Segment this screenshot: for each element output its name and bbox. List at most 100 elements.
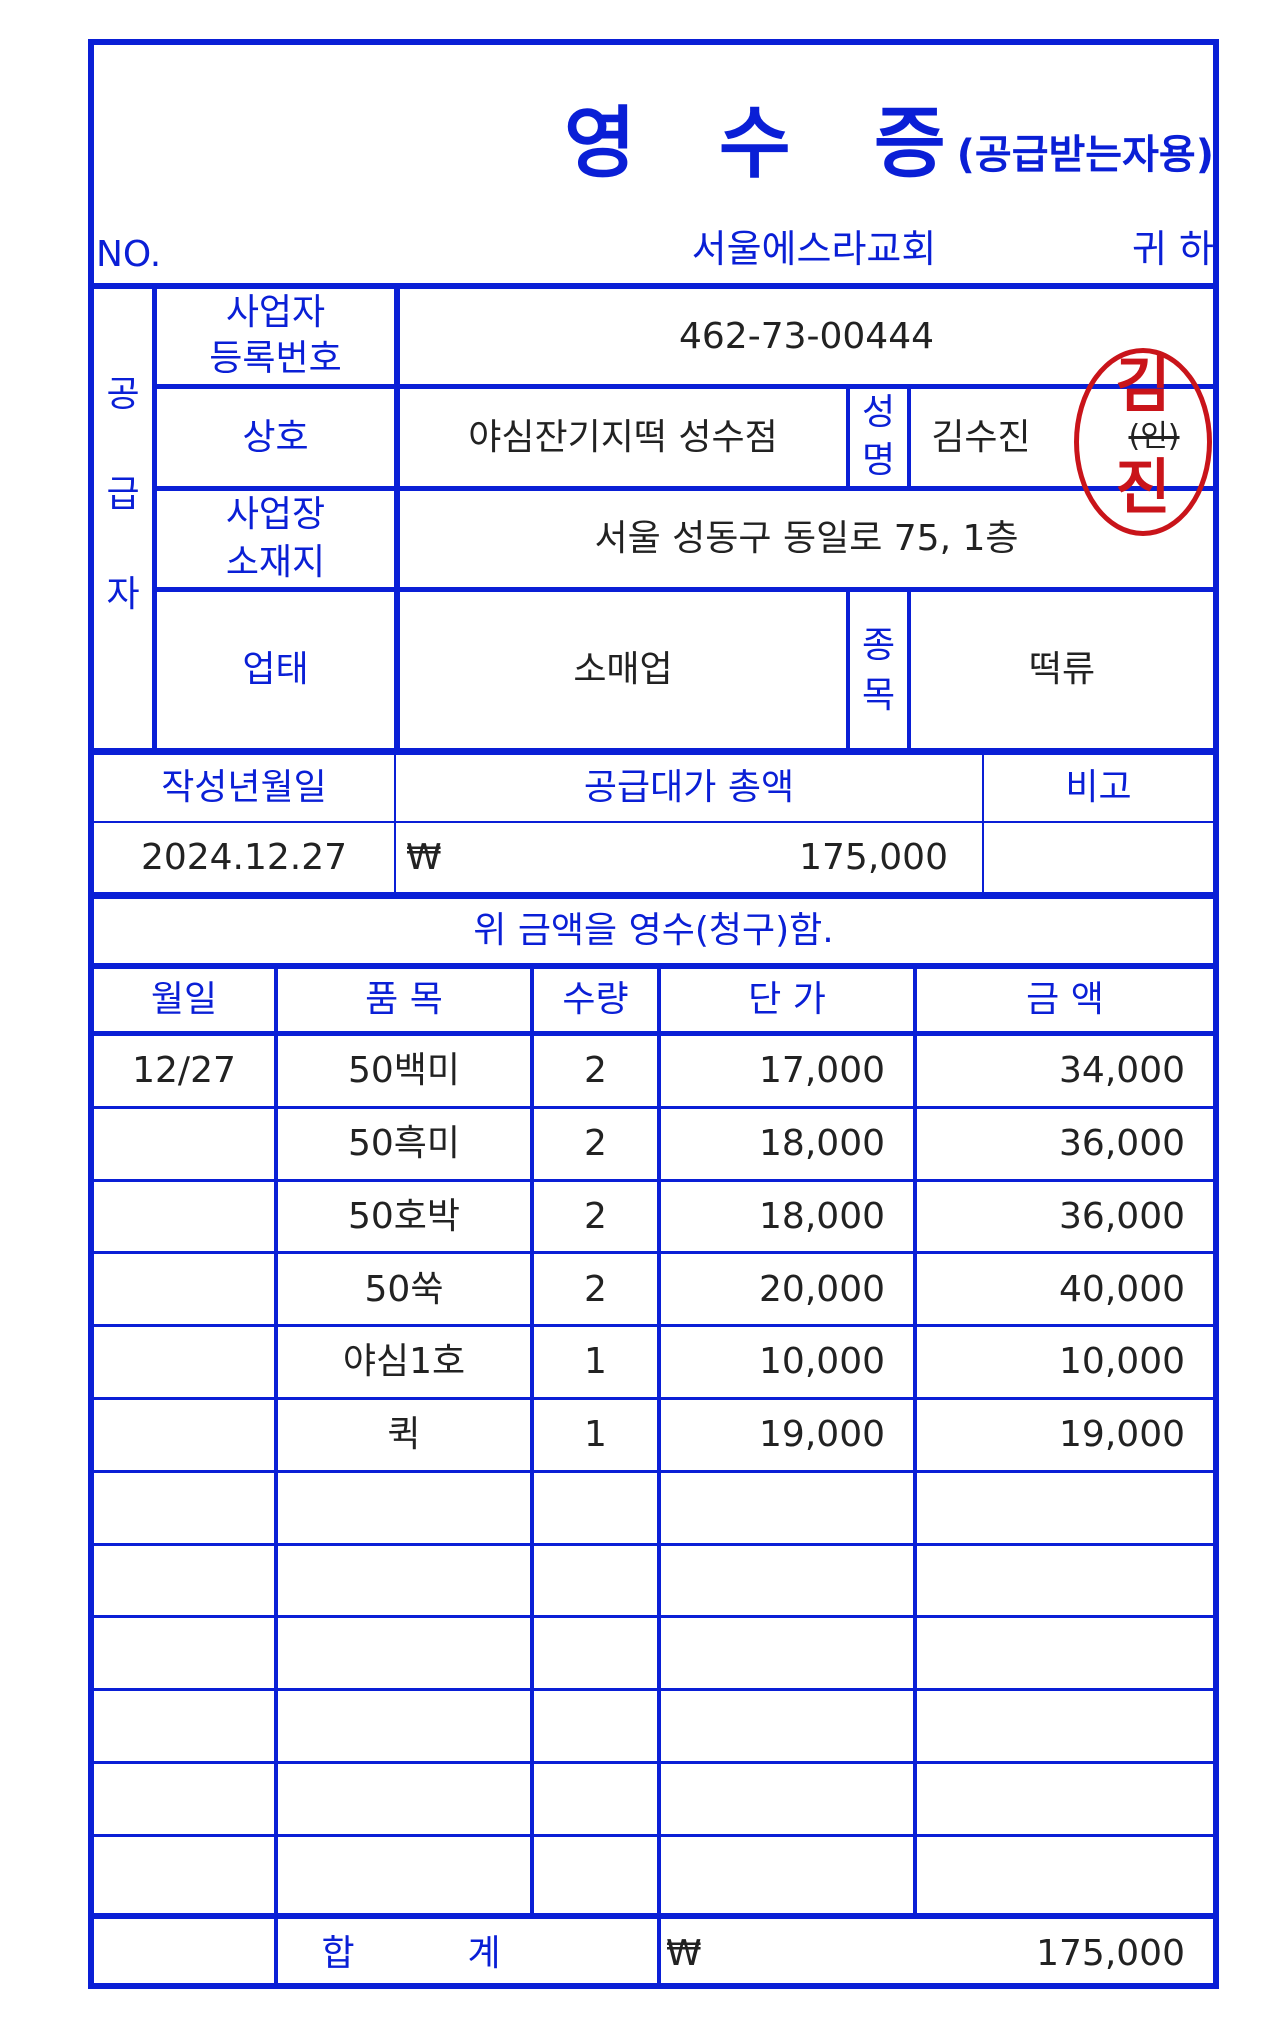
address-value: 서울 성동구 동일로 75, 1층 <box>594 518 1019 560</box>
row-qty <box>534 1473 657 1543</box>
row-unit-price: 18,000 <box>759 1123 885 1165</box>
col-header-amount: 금 액 <box>1026 979 1104 1021</box>
total-amount-label: 공급대가 총액 <box>583 767 795 809</box>
receipt-title: 영 수 증 <box>564 99 974 190</box>
row-unit-price: 17,000 <box>759 1050 885 1092</box>
row-divider <box>94 1833 1213 1837</box>
issue-date: 2024.12.27 <box>140 836 348 878</box>
total-row-label-1: 합 <box>321 1933 355 1975</box>
row-item <box>278 1691 530 1761</box>
row-divider <box>94 1324 1213 1328</box>
reg-no-label: 사업자 등록번호 <box>209 292 342 380</box>
row-unit-price: 20,000 <box>759 1268 885 1310</box>
col-header-item: 품 목 <box>365 979 443 1021</box>
row-amount: 34,000 <box>1059 1050 1185 1092</box>
row-date <box>94 1400 274 1470</box>
row-divider <box>94 1105 1213 1109</box>
total-row-amount: 175,000 <box>1036 1933 1185 1975</box>
row-unit-price <box>661 1837 885 1907</box>
row-divider <box>94 1542 1213 1546</box>
row-qty <box>534 1618 657 1688</box>
row-amount: 10,000 <box>1059 1341 1185 1383</box>
row-date <box>94 1691 274 1761</box>
honorific: 귀 하 <box>1132 227 1214 272</box>
row-amount <box>917 1837 1185 1907</box>
supplier-label-3: 자 <box>106 574 140 616</box>
owner-name: 김수진 <box>931 416 1031 458</box>
row-amount <box>917 1691 1185 1761</box>
row-amount <box>917 1546 1185 1616</box>
row-item: 퀵 <box>387 1414 421 1456</box>
row-item: 50백미 <box>347 1050 461 1092</box>
row-divider <box>94 1251 1213 1255</box>
row-amount: 40,000 <box>1059 1268 1185 1310</box>
receipt-subtitle: (공급받는자용) <box>956 132 1214 178</box>
note-value <box>984 823 1213 892</box>
row-unit-price: 10,000 <box>759 1341 885 1383</box>
row-item <box>278 1837 530 1907</box>
row-divider <box>94 1615 1213 1619</box>
row-unit-price <box>661 1691 885 1761</box>
row-amount <box>917 1473 1185 1543</box>
reg-no-value: 462-73-00444 <box>678 315 935 357</box>
company-value: 야심잔기지떡 성수점 <box>468 416 778 458</box>
row-date: 12/27 <box>132 1050 236 1092</box>
total-currency-symbol: ₩ <box>406 836 442 878</box>
row-date <box>94 1764 274 1834</box>
total-amount-value: 175,000 <box>799 836 948 878</box>
row-date <box>94 1254 274 1324</box>
row-item: 50호박 <box>347 1195 461 1237</box>
total-row-label-2: 계 <box>467 1933 501 1975</box>
row-date <box>94 1109 274 1179</box>
row-amount: 36,000 <box>1059 1123 1185 1165</box>
col-header-date: 월일 <box>150 979 218 1021</box>
row-item <box>278 1618 530 1688</box>
supplier-label-2: 급 <box>106 474 140 516</box>
row-divider <box>94 1178 1213 1182</box>
row-unit-price: 18,000 <box>759 1195 885 1237</box>
row-amount: 36,000 <box>1059 1195 1185 1237</box>
row-unit-price <box>661 1473 885 1543</box>
row-amount <box>917 1764 1185 1834</box>
row-amount: 19,000 <box>1059 1414 1185 1456</box>
business-type-value: 소매업 <box>573 649 673 691</box>
name-label: 성 명 <box>861 392 896 482</box>
row-divider <box>94 1761 1213 1764</box>
row-date <box>94 1837 274 1907</box>
row-divider <box>94 1397 1213 1400</box>
row-qty: 2 <box>584 1195 607 1237</box>
col-header-qty: 수량 <box>562 979 629 1021</box>
row-date <box>94 1182 274 1252</box>
item-category-value: 떡류 <box>1028 649 1096 691</box>
company-seal-stamp: 김 진 <box>1074 348 1212 536</box>
row-item <box>278 1764 530 1834</box>
receipt-number-label: NO. <box>96 234 162 276</box>
business-type-label: 업태 <box>242 649 309 691</box>
col-header-unit-price: 단 가 <box>748 979 826 1021</box>
row-date <box>94 1546 274 1616</box>
row-qty <box>534 1837 657 1907</box>
row-amount <box>917 1618 1185 1688</box>
receipt-form: 영 수 증 (공급받는자용) NO. 서울에스라교회 귀 하 공 급 자 사업자… <box>88 39 1219 1989</box>
company-label: 상호 <box>242 416 309 458</box>
row-item <box>278 1546 530 1616</box>
row-item: 50흑미 <box>347 1123 461 1165</box>
row-qty: 1 <box>584 1414 607 1456</box>
receipt-statement: 위 금액을 영수(청구)함. <box>473 910 834 952</box>
row-unit-price <box>661 1618 885 1688</box>
row-date <box>94 1618 274 1688</box>
total-row-currency: ₩ <box>666 1933 702 1975</box>
row-divider <box>94 1688 1213 1692</box>
item-category-label: 종 목 <box>861 625 896 717</box>
row-unit-price <box>661 1764 885 1834</box>
row-unit-price: 19,000 <box>759 1414 885 1456</box>
row-qty: 1 <box>584 1341 607 1383</box>
row-item <box>278 1473 530 1543</box>
row-qty: 2 <box>584 1123 607 1165</box>
row-qty <box>534 1546 657 1616</box>
row-unit-price <box>661 1546 885 1616</box>
row-qty <box>534 1764 657 1834</box>
row-item: 50쑥 <box>364 1268 444 1310</box>
row-divider <box>94 1469 1213 1473</box>
row-item: 야심1호 <box>342 1341 466 1383</box>
